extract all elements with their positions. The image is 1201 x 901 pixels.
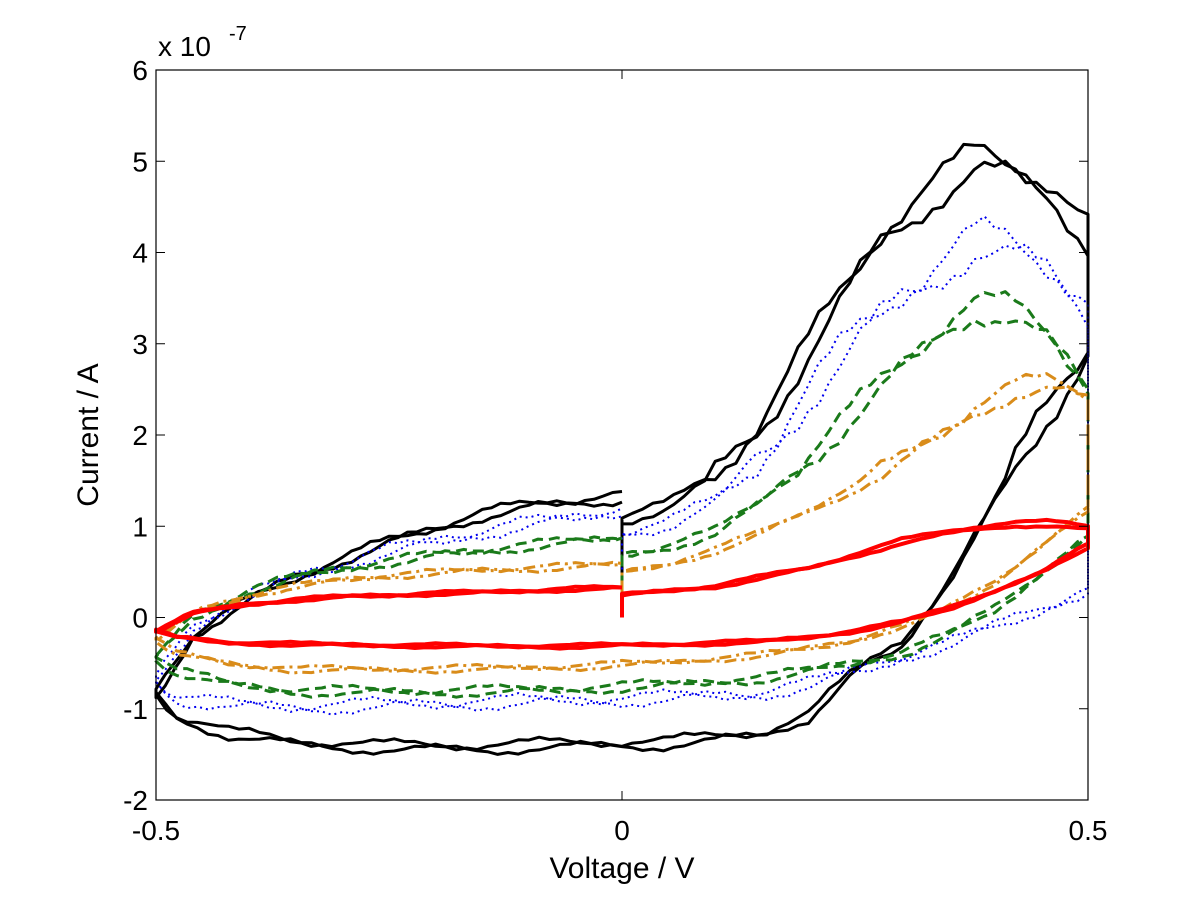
y-tick-label: 6: [132, 55, 148, 86]
y-axis-label: Current / A: [72, 363, 105, 506]
tick-layer: -0.5 0 0.5 -2 -1 0 1 2 3 4 5 6: [123, 55, 1107, 846]
series-green-dashed-cycle-2: [154, 318, 1090, 697]
x-tick-label: 0.5: [1069, 815, 1108, 846]
series-orange-dashdot-cycle-2: [154, 385, 1090, 673]
y-tick-label: -1: [123, 694, 148, 725]
y-tick-label: 3: [132, 329, 148, 360]
x-axis-label: Voltage / V: [549, 852, 694, 885]
y-tick-label: 0: [132, 603, 148, 634]
y-multiplier-exponent: -7: [229, 23, 247, 45]
y-tick-label: -2: [123, 785, 148, 816]
series-red-solid-cycle-2: [154, 524, 1090, 650]
series-blue-dotted-cycle-2: [155, 243, 1089, 713]
y-tick-label: 2: [132, 420, 148, 451]
y-multiplier-base: x 10: [158, 31, 211, 62]
series-layer: [154, 142, 1090, 756]
x-tick-label: -0.5: [132, 815, 180, 846]
series-black-solid-cycle-1: [154, 142, 1090, 756]
plot-area: [156, 70, 1088, 800]
x-tick-label: 0: [614, 815, 630, 846]
y-tick-label: 1: [132, 511, 148, 542]
y-tick-label: 4: [132, 238, 148, 269]
y-tick-label: 5: [132, 146, 148, 177]
series-red-solid-cycle-1: [154, 517, 1090, 651]
